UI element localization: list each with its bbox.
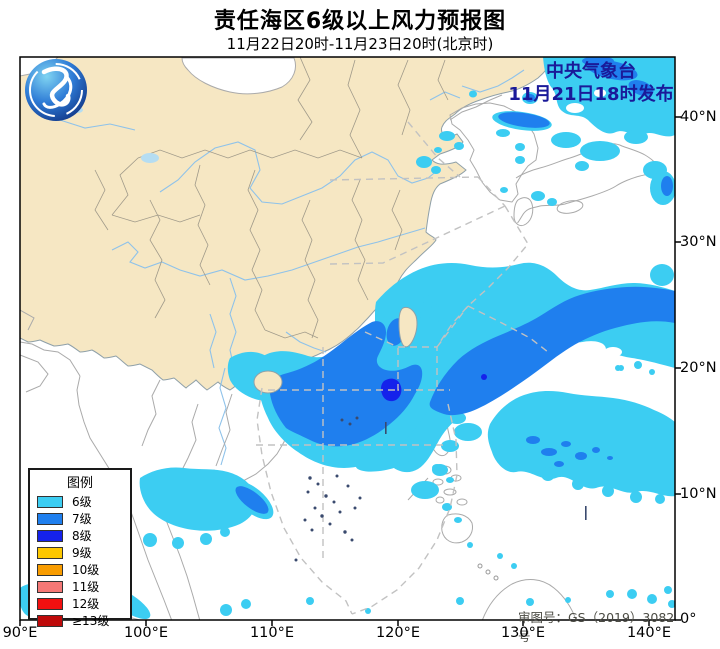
legend-label: 10级 xyxy=(72,563,100,577)
wind-area-level7 xyxy=(235,57,675,514)
legend-label: 12级 xyxy=(72,597,100,611)
hainan-island xyxy=(253,370,283,394)
mongolia-region xyxy=(181,57,296,95)
legend-row: ≥13级 xyxy=(30,612,130,629)
legend-row: 7级 xyxy=(30,510,130,527)
lat-label-20n: 20°N xyxy=(680,360,717,376)
lon-label-100e: 100°E xyxy=(123,625,169,641)
sea-zone-boundaries xyxy=(256,121,549,615)
legend-label: 7级 xyxy=(72,512,92,526)
axis-ticks xyxy=(19,116,681,626)
legend-title: 图例 xyxy=(66,476,93,491)
lat-label-0: 0° xyxy=(680,611,697,627)
legend-panel: 图例 6级 7级 8级 9级 10级 11级 12级 ≥13级 xyxy=(28,468,132,628)
lon-label-130e: 130°E xyxy=(500,625,546,641)
islands xyxy=(253,306,418,394)
lat-label-30n: 30°N xyxy=(680,234,717,250)
legend-swatch-level6 xyxy=(37,495,63,508)
lon-label-110e: 110°E xyxy=(249,625,295,641)
legend-row: 12级 xyxy=(30,595,130,612)
legend-row: 11级 xyxy=(30,578,130,595)
legend-swatch-level11 xyxy=(37,580,63,593)
legend-label: 6级 xyxy=(72,495,92,509)
lon-label-140e: 140°E xyxy=(626,625,672,641)
publisher-name: 中央气象台 xyxy=(546,61,636,82)
map-title: 责任海区6级以上风力预报图 xyxy=(213,9,507,34)
cma-logo-icon xyxy=(25,59,87,121)
legend-label: 9级 xyxy=(72,546,92,560)
legend-swatch-level7 xyxy=(37,512,63,525)
map-frame xyxy=(19,56,676,621)
map-approval-number: 审图号：GS（2019）3082号 xyxy=(518,610,675,644)
legend-label: 11级 xyxy=(72,580,100,594)
legend-swatch-level12 xyxy=(37,597,63,610)
taiwan-island xyxy=(398,306,418,348)
legend-row: 8级 xyxy=(30,527,130,544)
publish-time: 11月21日18时发布 xyxy=(508,84,674,105)
lon-label-90e: 90°E xyxy=(2,625,38,641)
legend-label: ≥13级 xyxy=(72,614,110,628)
map-subtitle: 11月22日20时-11月23日20时(北京时) xyxy=(226,35,494,53)
legend-row: 9级 xyxy=(30,544,130,561)
reef-specks xyxy=(294,416,587,562)
lat-label-40n: 40°N xyxy=(680,109,717,125)
legend-swatch-level8 xyxy=(37,529,63,542)
province-borders xyxy=(94,57,449,339)
lat-label-10n: 10°N xyxy=(680,486,717,502)
legend-row: 10级 xyxy=(30,561,130,578)
legend-swatch-level13 xyxy=(37,614,63,627)
small-islands xyxy=(477,563,499,581)
legend-row: 6级 xyxy=(30,493,130,510)
legend-label: 8级 xyxy=(72,529,92,543)
legend-swatch-level9 xyxy=(37,546,63,559)
legend-swatch-level10 xyxy=(37,563,63,576)
rivers xyxy=(59,69,525,466)
lon-label-120e: 120°E xyxy=(375,625,421,641)
publisher-block: 中央气象台 11月21日18时发布 xyxy=(505,60,677,106)
